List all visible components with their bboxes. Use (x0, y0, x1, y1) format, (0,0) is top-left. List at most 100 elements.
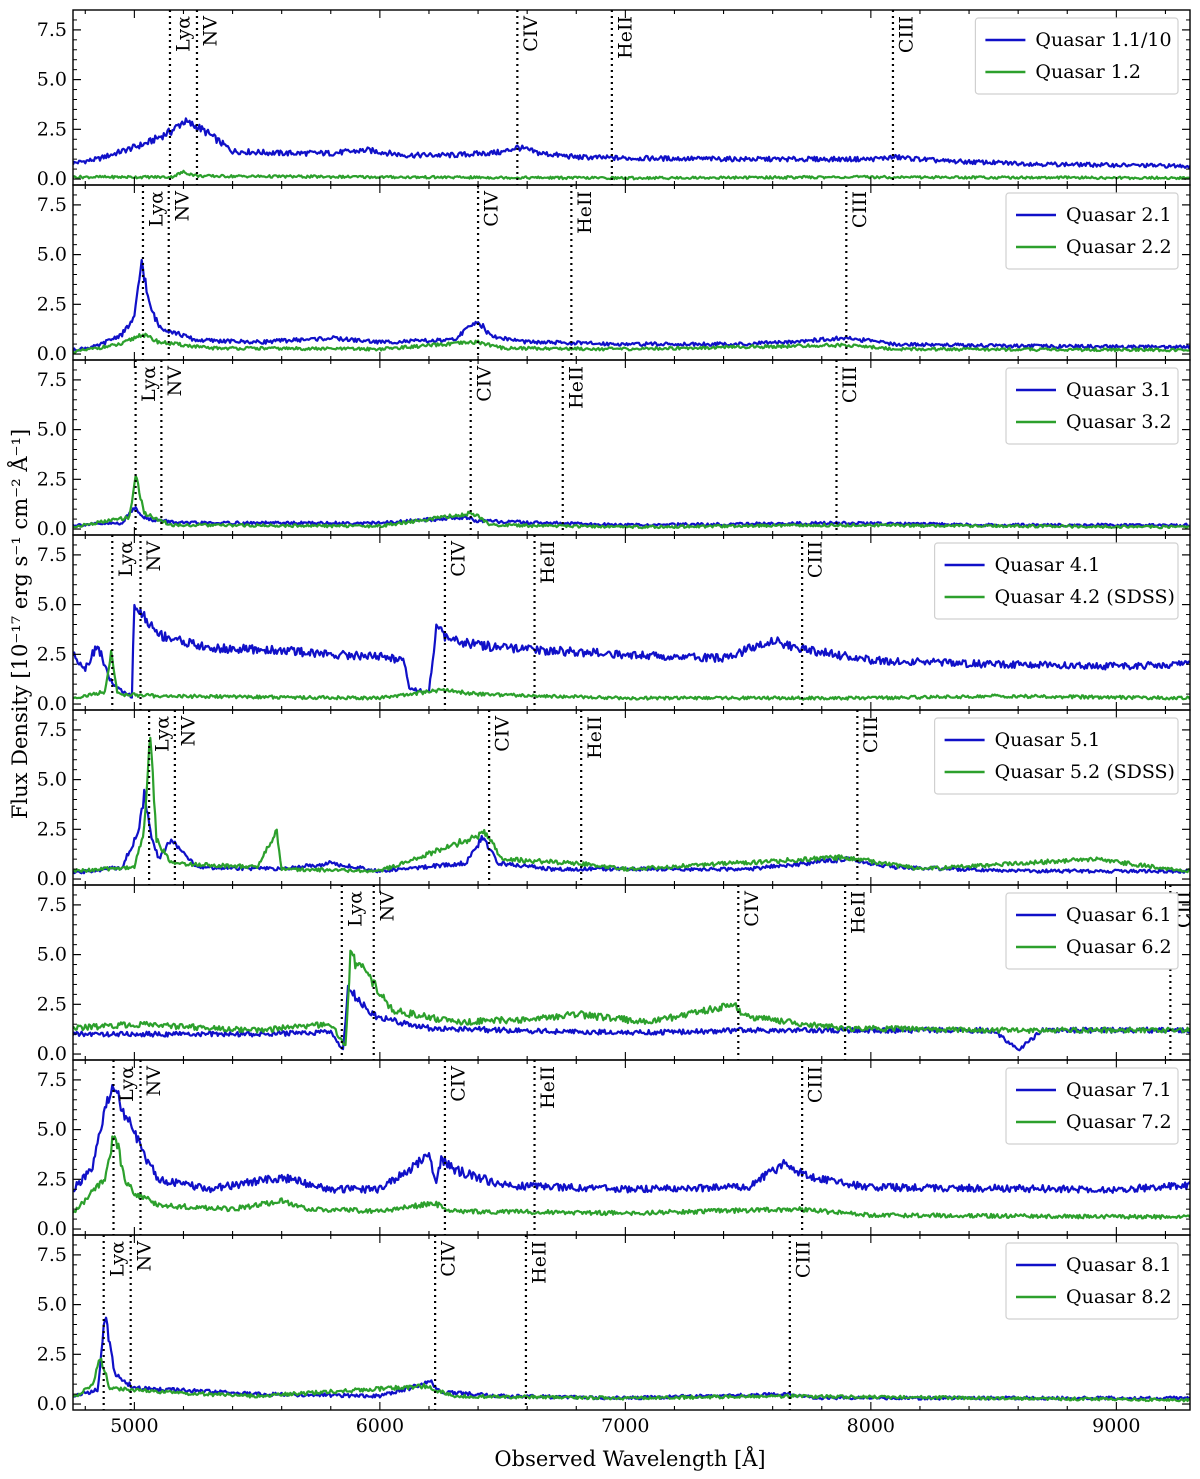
emission-line-label: Lyα (115, 541, 137, 577)
legend-box (933, 542, 1179, 620)
emission-line-label: NV (164, 366, 186, 397)
series-line-1 (73, 788, 1190, 875)
emission-line-label: CIV (520, 16, 542, 52)
emission-line-label: CIII (849, 191, 871, 228)
emission-line-label: HeII (614, 16, 636, 59)
emission-line-label: HeII (848, 891, 870, 934)
emission-line-label: CIII (896, 16, 918, 53)
y-axis-label: Flux Density [10⁻¹⁷ erg s⁻¹ cm⁻² Å⁻¹] (7, 429, 32, 819)
emission-line-label: NV (133, 1241, 155, 1272)
legend-box (933, 717, 1179, 795)
emission-line-label: CIV (492, 716, 514, 752)
y-tick-label: 7.5 (37, 1244, 67, 1266)
x-tick-label: 7000 (601, 1415, 649, 1437)
emission-line-label: NV (143, 1066, 165, 1097)
series-line-1 (73, 1084, 1190, 1194)
y-tick-label: 0.0 (37, 1218, 67, 1240)
x-tick-label: 8000 (847, 1415, 895, 1437)
legend-label: Quasar 6.2 (1066, 936, 1172, 958)
legend-label: Quasar 4.2 (SDSS) (995, 586, 1175, 608)
y-tick-label: 7.5 (37, 19, 67, 41)
y-tick-label: 5.0 (37, 244, 67, 266)
panel-5: Lyα NV CIV HeII CIII 0.0 2.5 5.0 7.5 Quasar 5.1 Qu… (37, 709, 1191, 890)
emission-line-label: Lyα (173, 16, 195, 52)
series-line-1 (73, 984, 1190, 1052)
y-tick-label: 5.0 (37, 69, 67, 91)
emission-line-label: CIII (805, 1066, 827, 1103)
panel-1: Lyα NV CIV HeII CIII 0.0 2.5 5.0 7.5 Quasar 1.1/1… (37, 9, 1191, 190)
emission-line-label: CIII (839, 366, 861, 403)
legend-label: Quasar 5.1 (995, 729, 1101, 751)
y-tick-label: 7.5 (37, 544, 67, 566)
y-tick-label: 0.0 (37, 1043, 67, 1065)
y-tick-label: 0.0 (37, 693, 67, 715)
series-line-2 (73, 474, 1190, 530)
y-tick-label: 0.0 (37, 343, 67, 365)
emission-line-label: NV (171, 191, 193, 222)
legend-box (1005, 892, 1179, 970)
emission-line-label: HeII (537, 541, 559, 584)
legend-label: Quasar 7.2 (1066, 1111, 1172, 1133)
legend-label: Quasar 3.2 (1066, 411, 1172, 433)
y-tick-label: 7.5 (37, 894, 67, 916)
y-tick-label: 2.5 (37, 818, 67, 840)
legend-box (1005, 1067, 1179, 1145)
legend-label: Quasar 2.2 (1066, 236, 1172, 258)
legend-label: Quasar 8.1 (1066, 1254, 1172, 1276)
legend-label: Quasar 6.1 (1066, 904, 1172, 926)
panel-4: Lyα NV CIV HeII CIII 0.0 2.5 5.0 7.5 Quasar 4.1 Qu… (37, 534, 1191, 715)
series-line-1 (73, 258, 1190, 352)
emission-line-label: CIII (792, 1241, 814, 1278)
emission-line-label: NV (200, 16, 222, 47)
emission-line-label: HeII (574, 191, 596, 234)
panel-7: Lyα NV CIV HeII CIII 0.0 2.5 5.0 7.5 Quasar 7.1 Qu… (37, 1059, 1191, 1240)
emission-line-label: Lyα (106, 1241, 128, 1277)
y-tick-label: 2.5 (37, 993, 67, 1015)
legend-label: Quasar 1.2 (1035, 61, 1141, 83)
emission-line-label: Lyα (344, 891, 366, 927)
y-tick-label: 2.5 (37, 643, 67, 665)
emission-line-label: HeII (565, 366, 587, 409)
y-tick-label: 0.0 (37, 868, 67, 890)
series-line-2 (73, 649, 1190, 701)
legend-box (974, 17, 1179, 95)
x-tick-label: 5000 (110, 1415, 158, 1437)
y-tick-label: 5.0 (37, 769, 67, 791)
y-tick-label: 7.5 (37, 194, 67, 216)
y-tick-label: 0.0 (37, 518, 67, 540)
y-tick-label: 5.0 (37, 944, 67, 966)
x-axis-label: Observed Wavelength [Å] (494, 1446, 765, 1471)
y-tick-label: 0.0 (37, 1393, 67, 1415)
legend-label: Quasar 7.1 (1066, 1079, 1172, 1101)
y-tick-label: 2.5 (37, 1168, 67, 1190)
emission-line-label: NV (376, 891, 398, 922)
emission-line-label: NV (177, 716, 199, 747)
y-tick-label: 5.0 (37, 594, 67, 616)
emission-line-label: HeII (584, 716, 606, 759)
y-tick-label: 7.5 (37, 719, 67, 741)
emission-line-label: Lyα (146, 191, 168, 227)
y-tick-label: 2.5 (37, 293, 67, 315)
x-tick-label: 6000 (356, 1415, 404, 1437)
legend-box (1005, 367, 1179, 445)
emission-line-label: CIV (448, 1066, 470, 1102)
legend-label: Quasar 5.2 (SDSS) (995, 761, 1175, 783)
legend-box (1005, 192, 1179, 270)
panel-frame (72, 1234, 1191, 1411)
emission-line-label: Lyα (152, 716, 174, 752)
panel-8: Lyα NV CIV HeII CIII 0.0 2.5 5.0 7.5 5000 6000 7000… (37, 1234, 1191, 1437)
series-line-1 (73, 117, 1190, 169)
emission-line-label: HeII (529, 1241, 551, 1284)
y-tick-label: 0.0 (37, 168, 67, 190)
y-tick-label: 2.5 (37, 468, 67, 490)
emission-line-label: CIII (860, 716, 882, 753)
emission-line-label: CIV (481, 191, 503, 227)
y-tick-label: 7.5 (37, 1069, 67, 1091)
y-tick-label: 7.5 (37, 369, 67, 391)
emission-line-label: CIV (438, 1241, 460, 1277)
y-tick-label: 2.5 (37, 118, 67, 140)
legend-box (1005, 1242, 1179, 1320)
